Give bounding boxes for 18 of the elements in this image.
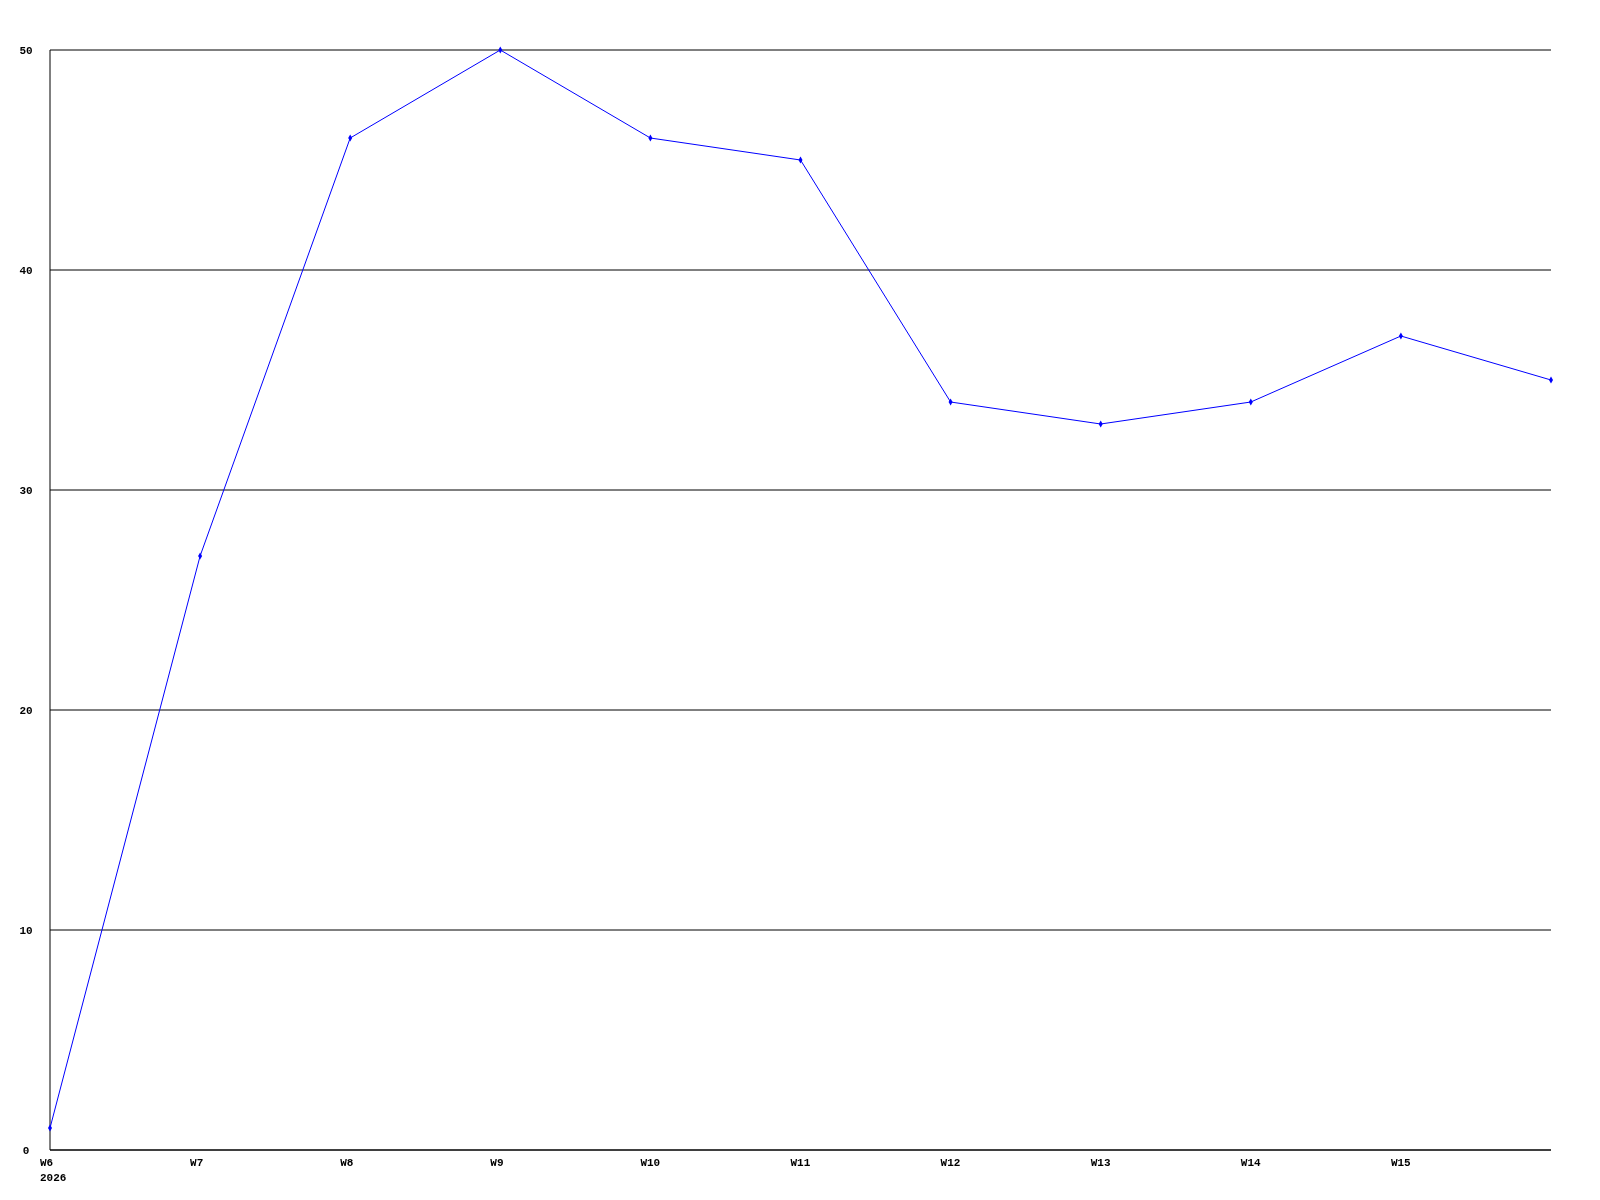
x-tick-label: W7 (190, 1157, 204, 1169)
x-tick-label: W14 (1240, 1157, 1261, 1169)
y-tick-label: 40 (19, 264, 33, 277)
x-tick-label: W9 (490, 1157, 504, 1169)
x-tick-label: W12 (940, 1157, 961, 1169)
x-tick-label: W11 (790, 1157, 811, 1169)
point (1548, 376, 1554, 384)
x-tick-label: W6 2026 (40, 1157, 67, 1184)
y-tick-label: 20 (19, 704, 33, 717)
x-tick-label: W8 (340, 1157, 354, 1169)
y-tick-label: 10 (19, 924, 33, 937)
x-tick-label: W13 (1090, 1157, 1111, 1169)
y-tick-label: 0 (22, 1144, 30, 1157)
y-tick-label: 50 (19, 44, 33, 57)
x-tick-label: W15 (1390, 1157, 1412, 1169)
point (47, 1124, 53, 1132)
y-tick-label: 30 (19, 484, 33, 497)
x-tick-label: W10 (640, 1157, 661, 1169)
